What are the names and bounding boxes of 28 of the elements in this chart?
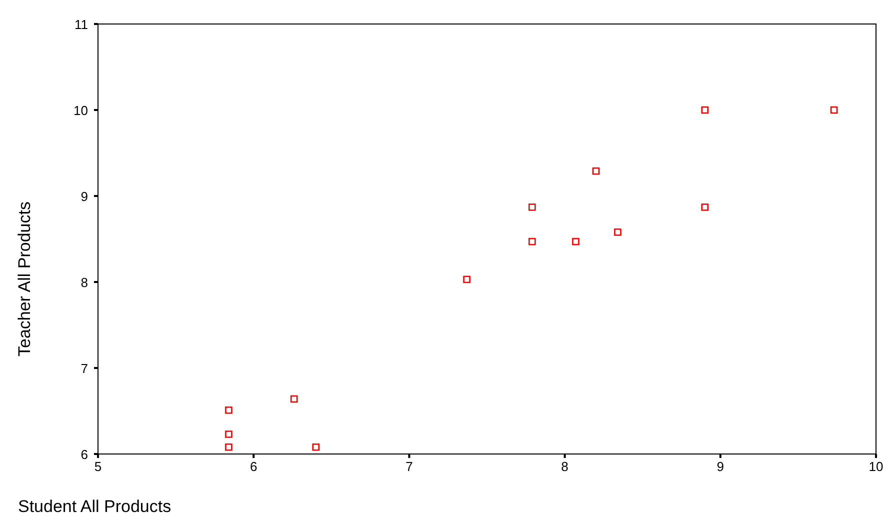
x-tick-label: 8 bbox=[561, 459, 568, 474]
point bbox=[830, 106, 838, 114]
point bbox=[572, 238, 580, 246]
y-tick-label: 9 bbox=[80, 189, 88, 204]
point bbox=[528, 204, 536, 211]
point bbox=[701, 106, 708, 114]
point bbox=[225, 406, 232, 414]
y-tick-label: 10 bbox=[74, 103, 88, 118]
x-tick-label: 7 bbox=[406, 459, 413, 474]
point bbox=[312, 443, 320, 451]
point bbox=[225, 443, 232, 451]
point bbox=[701, 204, 708, 211]
y-tick-label: 7 bbox=[80, 361, 88, 376]
point bbox=[290, 395, 298, 403]
x-tick-label: 10 bbox=[868, 459, 884, 474]
point bbox=[528, 238, 536, 246]
x-axis-title: Student All Products bbox=[18, 497, 172, 516]
y-tick-label: 6 bbox=[80, 447, 88, 462]
y-axis-title: Teacher All Products bbox=[15, 202, 34, 356]
x-tick-label: 9 bbox=[716, 459, 724, 474]
point bbox=[614, 228, 622, 236]
x-tick-label: 5 bbox=[94, 459, 102, 474]
point bbox=[592, 167, 600, 175]
point bbox=[463, 276, 470, 284]
y-tick-label: 11 bbox=[74, 17, 88, 32]
point bbox=[225, 430, 232, 438]
y-tick-label: 8 bbox=[80, 275, 88, 290]
x-tick-label: 6 bbox=[250, 459, 258, 474]
